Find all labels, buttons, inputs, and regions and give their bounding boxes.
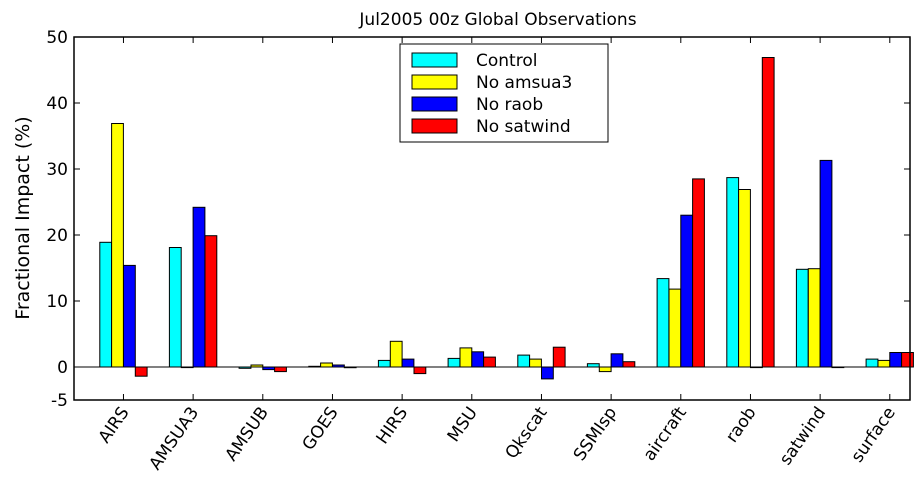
y-tick-label: 20 [46,226,68,246]
bar-aircraft-no-amsua3 [668,288,682,368]
bar-AMSUA3-control [168,247,182,368]
bar-MSU-no-raob [471,351,485,368]
bar-HIRS-no-amsua3 [389,340,403,368]
bar-HIRS-no-raob [401,358,415,368]
legend-label: No amsua3 [476,73,572,93]
x-tick-label: MSU [444,403,482,446]
y-tick-label: 40 [46,94,68,114]
y-tick-label: 30 [46,160,68,180]
bar-surface-control [865,358,879,368]
chart-title: Jul2005 00z Global Observations [358,10,636,30]
bar-AMSUA3-no-satwind [204,235,218,368]
bar-HIRS-control [377,359,391,368]
legend-label: Control [476,51,537,71]
bar-raob-no-satwind [761,57,775,368]
bar-raob-control [726,177,740,368]
bar-SSMIsp-no-raob [610,353,624,368]
bar-aircraft-control [656,278,670,368]
bar-AMSUB-no-satwind [274,366,287,373]
legend-swatch [411,118,458,134]
bar-satwind-no-raob [819,159,833,368]
bar-MSU-control [447,357,461,368]
bar-SSMIsp-no-amsua3 [598,366,612,373]
y-tick-label: 0 [57,358,68,378]
bar-GOES-no-amsua3 [320,362,333,368]
plot-frame [73,36,911,401]
bar-Qkscat-no-satwind [552,346,566,368]
bar-AIRS-no-raob [123,264,136,368]
x-tick-label: AMSUB [221,403,272,465]
legend-swatch [411,74,458,90]
legend-label: No satwind [476,117,571,137]
bar-MSU-no-satwind [483,356,496,368]
x-tick-label: AIRS [95,403,134,447]
bar-surface-no-raob [889,352,903,368]
y-axis-label: Fractional Impact (%) [12,116,34,319]
x-tick-label: SSMIsp [570,403,621,464]
x-tick-label: raob [722,403,761,446]
bars-group [99,57,914,380]
bar-SSMIsp-no-satwind [622,361,636,368]
bar-Qkscat-control [517,354,531,368]
bar-AMSUA3-no-raob [192,206,206,368]
y-tick-label: -5 [51,391,68,411]
y-tick-label: 10 [46,292,68,312]
bar-AIRS-no-satwind [134,366,148,377]
bar-aircraft-no-raob [680,214,694,368]
bar-aircraft-no-satwind [692,178,705,368]
y-axis-ticks: -5 0 10 20 30 40 50 [46,28,910,411]
x-tick-label: satwind [776,403,830,469]
x-tick-label: AMSUA3 [146,403,204,473]
bar-Qkscat-no-amsua3 [529,358,542,368]
x-tick-label: GOES [299,403,343,454]
legend-swatch [411,52,458,68]
bar-raob-no-amsua3 [738,189,751,368]
bar-satwind-control [795,268,809,368]
bar-AIRS-no-amsua3 [111,123,124,368]
x-tick-label: Qkscat [502,403,552,463]
x-tick-label: surface [847,403,899,466]
x-tick-label: HIRS [373,403,413,448]
bar-surface-no-satwind [901,352,914,368]
legend-label: No raob [476,95,543,115]
bar-HIRS-no-satwind [413,366,427,375]
bar-MSU-no-amsua3 [459,347,473,368]
bar-surface-no-amsua3 [877,359,891,368]
legend-swatch [411,96,458,112]
x-tick-label: aircraft [640,403,691,465]
bar-Qkscat-no-raob [541,366,554,380]
y-tick-label: 50 [46,28,68,48]
bar-AIRS-control [99,241,113,368]
bar-satwind-no-amsua3 [807,268,821,368]
